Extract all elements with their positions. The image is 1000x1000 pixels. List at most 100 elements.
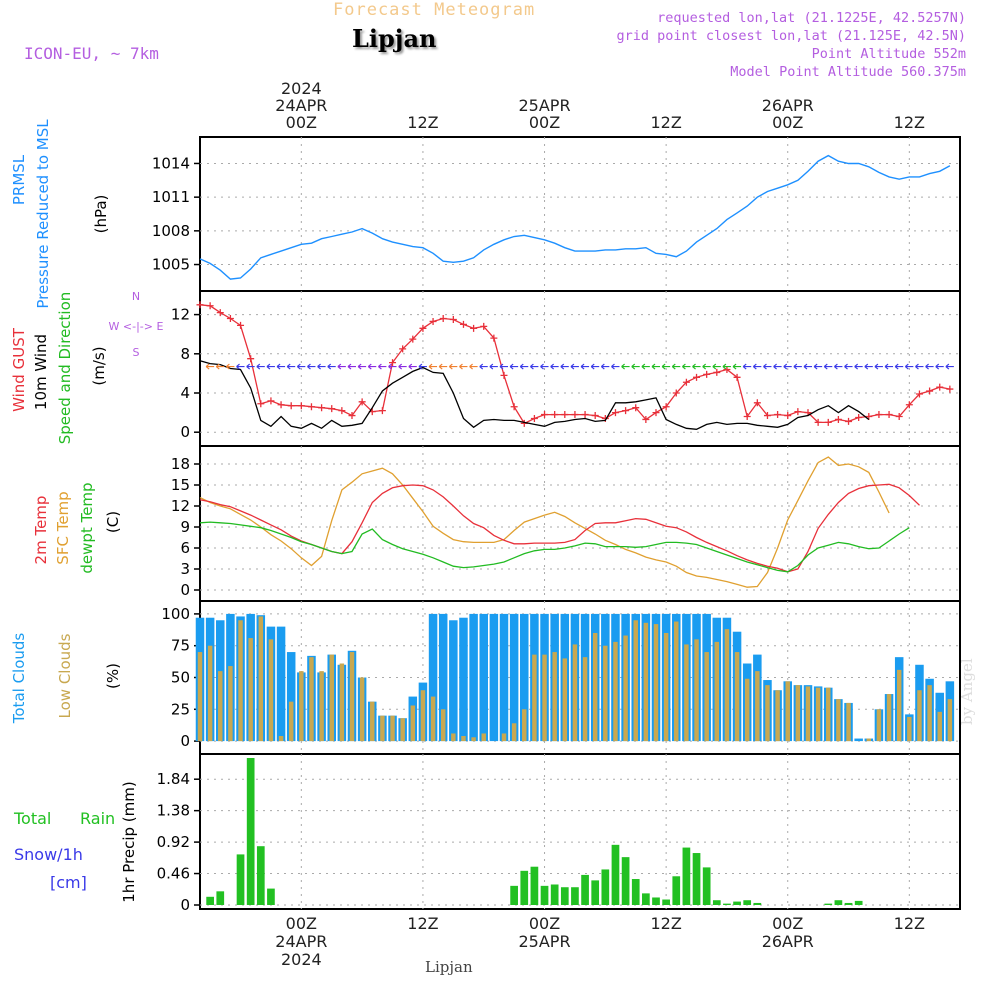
bar-total-cloud	[499, 613, 509, 742]
bar-rain	[723, 903, 731, 905]
gust-marker	[551, 411, 559, 419]
gust-marker	[733, 373, 741, 381]
time-label-top: 12Z	[407, 113, 438, 132]
time-label-bottom: 24APR	[275, 932, 327, 951]
gust-marker	[581, 411, 589, 419]
wind-dir-arrow	[276, 363, 286, 370]
gust-marker	[287, 402, 295, 410]
wind-dir-arrow	[712, 363, 721, 370]
panel-pressure: 1005 1008 1011 1014 PRMSL Pressure Reduced to…	[10, 119, 961, 309]
y-tick-label: 3	[180, 560, 190, 578]
bar-low-cloud	[410, 705, 416, 742]
bar-low-cloud	[755, 671, 760, 742]
bar-low-cloud	[339, 663, 345, 742]
gust-marker	[541, 411, 549, 419]
bar-rain	[733, 901, 741, 905]
bar-low-cloud	[451, 733, 456, 742]
wind-dir-arrow	[256, 363, 265, 370]
y-tick-label: 1014	[152, 154, 190, 172]
wind-dir-arrow	[550, 363, 559, 370]
bar-low-cloud	[917, 690, 922, 742]
model-label: ICON-EU, ~ 7km	[24, 44, 159, 63]
time-label-top: 00Z	[286, 113, 317, 132]
bar-low-cloud	[481, 733, 486, 742]
wind-dir-arrow	[752, 363, 762, 370]
requested-coords: requested lon,lat (21.1225E, 42.5257N)	[657, 10, 966, 26]
wind-dir-arrow	[854, 363, 863, 370]
bar-rain	[520, 870, 529, 905]
gust-marker	[774, 411, 782, 419]
bar-rain	[206, 896, 214, 905]
wind-dir-arrow	[347, 363, 356, 370]
bar-rain	[530, 866, 539, 905]
gust-marker	[338, 407, 346, 415]
bar-rain	[601, 869, 610, 905]
gust-marker	[946, 385, 954, 393]
gust-marker	[358, 398, 366, 406]
ylabel-unit: (%)	[104, 663, 122, 689]
gust-marker	[439, 315, 447, 323]
gust-marker	[226, 315, 234, 323]
bar-rain	[682, 847, 691, 905]
y-tick-label: 12	[171, 306, 190, 324]
wind-dir-arrow	[205, 363, 215, 370]
wind-dir-arrow	[418, 363, 427, 370]
wind-dir-arrow	[367, 363, 377, 370]
y-tick-label: 0	[180, 581, 190, 599]
gust-marker	[237, 321, 245, 329]
gust-marker	[561, 411, 569, 419]
bar-low-cloud	[724, 629, 730, 742]
wind-dir-arrow	[722, 363, 731, 370]
series-temp2m	[199, 483, 920, 573]
bar-rain	[692, 853, 701, 905]
ylabel-sfctemp: SFC Temp	[54, 491, 72, 564]
wind-dir-arrow	[823, 363, 833, 370]
gust-marker	[348, 412, 356, 420]
y-tick-label: 1005	[152, 256, 190, 274]
gust-marker	[257, 400, 265, 408]
gust-marker	[622, 407, 630, 415]
wind-dir-arrow	[378, 363, 387, 370]
y-tick-label: 6	[180, 539, 190, 557]
y-tick-label: 25	[171, 700, 190, 718]
bar-rain	[743, 900, 752, 905]
bar-low-cloud	[714, 641, 720, 742]
gust-marker	[875, 411, 883, 419]
wind-dir-arrow	[540, 363, 549, 370]
bar-low-cloud	[299, 671, 304, 742]
wind-dir-arrow	[307, 363, 316, 370]
compass-n: N	[132, 290, 140, 303]
compass-we: W <-|-> E	[109, 320, 164, 333]
bar-low-cloud	[603, 645, 608, 742]
wind-dir-arrow	[641, 363, 650, 370]
bar-rain	[236, 854, 245, 905]
ylabel-cm: [cm]	[50, 873, 87, 892]
gust-marker	[490, 334, 498, 342]
wind-dir-arrow	[783, 363, 792, 370]
panel-temperature: 0 3 6 9 12 15 18 2m Temp SFC Temp dewpt Temp (C)	[32, 445, 961, 602]
ylabel-unit: 1hr Precip (mm)	[120, 781, 138, 902]
gust-marker	[905, 401, 913, 409]
bar-rain	[267, 888, 275, 905]
ylabel-pressure: Pressure Reduced to MSL	[34, 119, 52, 309]
series-wind10m	[199, 360, 870, 430]
location-title: Lipjan	[352, 24, 437, 53]
bar-low-cloud	[734, 652, 740, 742]
bar-low-cloud	[390, 715, 395, 742]
gust-marker	[703, 370, 711, 378]
wind-dir-arrow	[448, 363, 458, 370]
wind-dir-arrow	[611, 363, 620, 370]
panel-precip: 0 0.46 0.92 1.38 1.84 Total Rain Snow/1h [cm] 1hr…	[13, 753, 961, 914]
ylabel-low-clouds: Low Clouds	[56, 633, 74, 718]
bar-total-cloud	[286, 652, 296, 742]
wind-dir-arrow	[742, 363, 752, 370]
bar-low-cloud	[795, 685, 801, 742]
y-tick-label: 100	[161, 605, 190, 623]
gridpoint-coords: grid point closest lon,lat (21.125E, 42.…	[616, 28, 967, 44]
bar-total-cloud	[509, 613, 519, 742]
gust-marker	[307, 403, 315, 411]
wind-dir-arrow	[408, 363, 417, 370]
bar-rain	[540, 885, 549, 905]
ylabel-total: Total	[13, 809, 51, 828]
bar-rain	[591, 880, 600, 905]
